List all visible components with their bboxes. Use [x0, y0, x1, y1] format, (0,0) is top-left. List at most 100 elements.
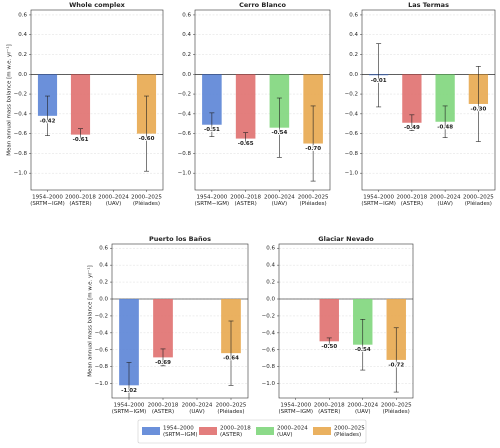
y-tick-label: 0.6 [99, 246, 108, 252]
x-tick-label: 2000–2024 [347, 403, 378, 409]
x-tick-label: 2000–2025 [216, 403, 247, 409]
y-axis-label: Mean annual mass balance [m w.e. yr⁻¹] [6, 44, 13, 155]
error-bar [376, 43, 382, 108]
panel: Las Termas −1.0 −0.8 −0.6 −0.4 −0.2 0.0 0.2 0.4 0… [345, 1, 496, 207]
x-tick-label: (SRTM−IGM) [30, 201, 65, 207]
value-label: -0.54 [355, 347, 371, 353]
x-tick-label: 2000–2024 [264, 195, 295, 201]
y-axis-label: Mean annual mass balance [m w.e. yr⁻¹] [87, 265, 94, 376]
x-tick-label: 2000–2025 [298, 195, 329, 201]
panel-title: Glaciar Nevado [318, 235, 374, 243]
y-tick-label: −1.0 [262, 381, 276, 387]
error-bar [243, 132, 249, 145]
bar [435, 74, 455, 122]
bar [202, 74, 222, 125]
x-tick-label: 1954–2000 [363, 195, 394, 201]
y-tick-label: −0.8 [178, 151, 192, 157]
bar [153, 299, 173, 358]
y-tick-label: 0.6 [18, 12, 27, 18]
y-tick-label: 0.4 [99, 263, 108, 269]
y-tick-label: −0.2 [95, 313, 108, 319]
error-bar [442, 105, 448, 138]
error-bar [144, 95, 149, 172]
y-tick-label: −1.0 [95, 381, 109, 387]
x-tick-label: 1954–2000 [114, 403, 145, 409]
x-tick-label: (ASTER) [318, 409, 340, 415]
y-tick-label: −1.0 [178, 171, 192, 177]
y-tick-label: −0.8 [262, 364, 276, 370]
y-tick-label: 0.6 [349, 12, 358, 18]
legend: 1954–2000(SRTM−IGM) 2000–2018(ASTER) 2000–… [137, 419, 367, 444]
panel: Glaciar Nevado −1.0 −0.8 −0.6 −0.4 −0.2 0.0 0.2… [262, 235, 414, 415]
legend-label: 2000–2025 [334, 426, 365, 432]
y-tick-label: 0.2 [99, 280, 108, 286]
error-bar [475, 66, 481, 142]
y-tick-label: −0.4 [178, 111, 192, 117]
x-tick-label: (ASTER) [69, 201, 91, 207]
axes-frame [111, 243, 249, 399]
bar [70, 74, 91, 135]
y-tick-label: −0.4 [345, 111, 359, 117]
x-tick-label: (Pléiades) [133, 200, 160, 207]
value-label: -0.50 [321, 344, 337, 350]
x-tick-label: (Pléiades) [217, 408, 244, 415]
x-tick-label: 2000–2018 [230, 195, 261, 201]
error-bar [209, 112, 215, 137]
x-tick-label: (ASTER) [235, 201, 257, 207]
y-tick-label: −0.6 [95, 347, 109, 353]
legend-label: (ASTER) [220, 432, 242, 438]
x-tick-label: (Pléiades) [383, 408, 410, 415]
legend-label: 2000–2024 [277, 426, 308, 432]
value-label: -0.48 [437, 124, 453, 130]
bar [37, 74, 58, 116]
y-tick-label: −0.2 [345, 92, 358, 98]
y-tick-label: 0.0 [99, 297, 108, 303]
legend-label: (Pléiades) [334, 431, 361, 438]
y-tick-label: −0.2 [178, 92, 191, 98]
value-label: -1.02 [121, 388, 137, 394]
error-bar [310, 105, 316, 182]
x-tick-label: 2000–2024 [430, 195, 461, 201]
value-label: -0.01 [371, 78, 387, 84]
y-tick-label: 0.2 [18, 52, 27, 58]
x-tick-label: (SRTM−IGM) [112, 409, 147, 415]
legend-box [137, 419, 367, 444]
legend-label: 2000–2018 [220, 426, 251, 432]
legend-swatch [199, 427, 217, 435]
x-tick-label: 2000–2024 [182, 403, 213, 409]
y-tick-label: 0.6 [182, 12, 191, 18]
y-tick-label: −0.4 [14, 111, 28, 117]
x-tick-label: (UAV) [355, 409, 371, 415]
value-label: -0.64 [223, 356, 239, 362]
y-tick-label: 0.4 [182, 32, 191, 38]
legend-swatch [256, 427, 274, 435]
legend-label: (UAV) [277, 432, 293, 438]
panel-title: Whole complex [69, 1, 126, 9]
error-bar [393, 327, 399, 393]
axes-frame [194, 9, 331, 191]
value-label: -0.42 [40, 118, 56, 124]
y-tick-label: −0.6 [14, 131, 28, 137]
y-tick-label: 0.4 [349, 32, 358, 38]
panel-title: Las Termas [408, 1, 449, 9]
bar [235, 74, 256, 139]
panel-title: Cerro Blanco [239, 1, 286, 9]
legend-swatch [313, 427, 331, 435]
axes-frame [278, 243, 414, 399]
x-tick-label: (SRTM−IGM) [278, 409, 313, 415]
bar [402, 74, 422, 123]
y-tick-label: −0.8 [95, 364, 109, 370]
x-tick-label: (SRTM−IGM) [195, 201, 230, 207]
y-tick-label: −1.0 [14, 171, 28, 177]
error-bar [126, 362, 132, 398]
x-tick-label: 2000–2018 [314, 403, 345, 409]
x-tick-label: 1954–2000 [32, 195, 63, 201]
x-tick-label: (SRTM−IGM) [361, 201, 396, 207]
y-tick-label: −0.8 [345, 151, 359, 157]
error-bar [45, 95, 50, 136]
value-label: -0.70 [305, 146, 321, 152]
y-tick-label: −0.2 [262, 313, 275, 319]
panel: Whole complex Mean annual mass balance [m… [6, 1, 164, 207]
error-bar [276, 97, 282, 158]
